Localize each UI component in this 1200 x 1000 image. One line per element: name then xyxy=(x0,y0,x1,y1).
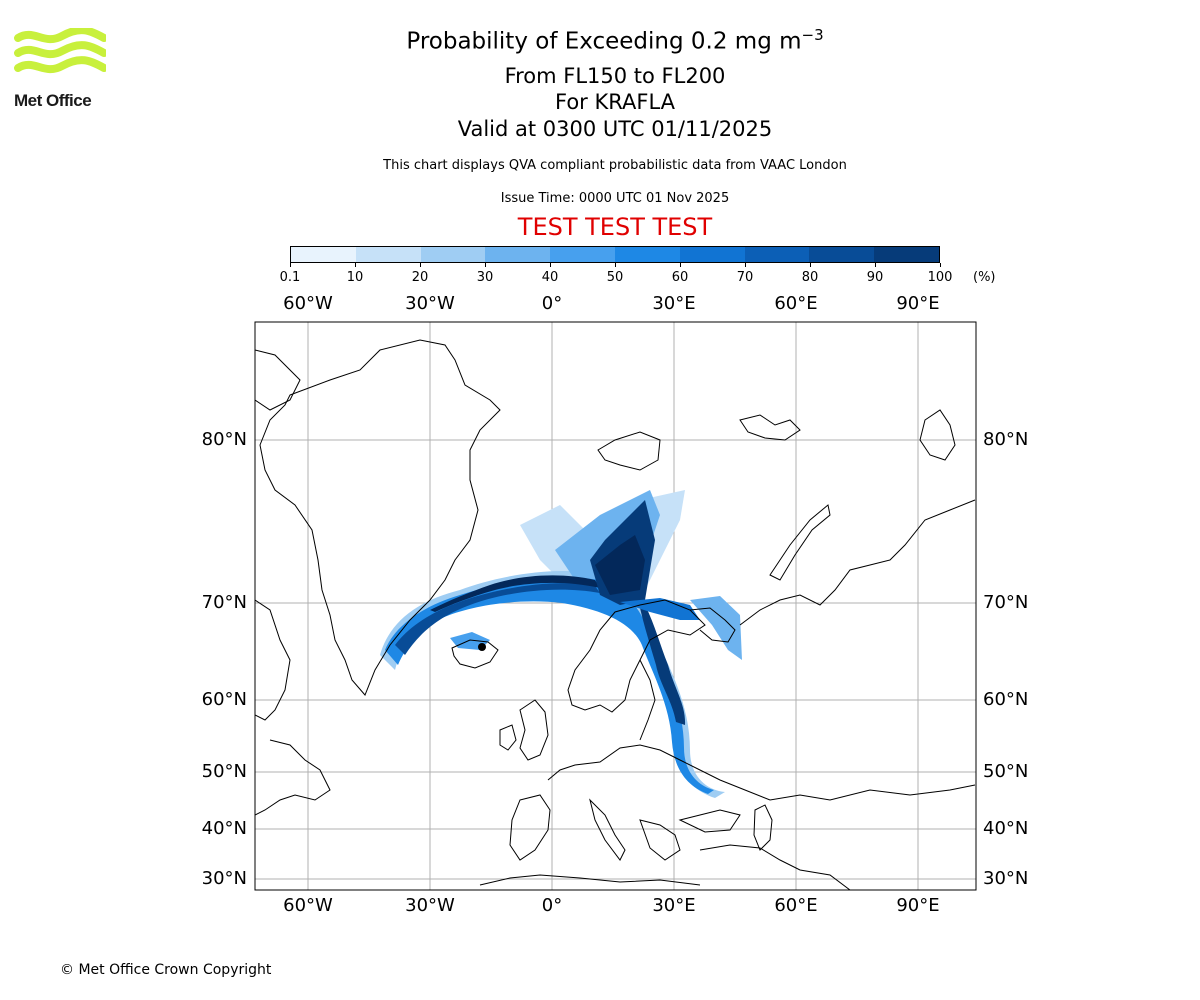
colorbar-tick-mark xyxy=(680,263,681,267)
colorbar-segment xyxy=(809,247,875,262)
latitude-label: 30°N xyxy=(983,868,1028,889)
colorbar-tick-label: 0.1 xyxy=(279,270,301,285)
colorbar-segment xyxy=(614,247,680,262)
met-office-waves-icon xyxy=(14,28,106,74)
latitude-label: 50°N xyxy=(983,761,1028,782)
copyright: © Met Office Crown Copyright xyxy=(60,962,272,978)
longitude-label: 30°E xyxy=(652,293,695,314)
colorbar-tick-label: 10 xyxy=(346,270,364,285)
colorbar-segment xyxy=(420,247,486,262)
longitude-label: 30°E xyxy=(652,895,695,916)
longitude-label: 60°E xyxy=(774,293,817,314)
colorbar-tick-mark xyxy=(615,263,616,267)
map-border xyxy=(254,321,977,891)
latitude-label: 60°N xyxy=(983,689,1028,710)
latitude-label: 30°N xyxy=(202,868,247,889)
longitude-label: 0° xyxy=(542,293,562,314)
colorbar-tick-label: 80 xyxy=(801,270,819,285)
latitude-label: 60°N xyxy=(202,689,247,710)
longitude-label: 60°W xyxy=(283,293,333,314)
title-superscript: −3 xyxy=(801,26,824,44)
description-text: This chart displays QVA compliant probab… xyxy=(383,158,847,173)
colorbar-tick-label: 20 xyxy=(411,270,429,285)
longitude-label: 90°E xyxy=(896,895,939,916)
colorbar-tick-mark xyxy=(420,263,421,267)
logo-text: Met Office xyxy=(14,91,92,110)
colorbar-tick-label: 100 xyxy=(927,270,953,285)
colorbar-segment xyxy=(744,247,810,262)
colorbar-unit: (%) xyxy=(973,270,996,285)
latitude-label: 50°N xyxy=(202,761,247,782)
colorbar-tick-mark xyxy=(875,263,876,267)
colorbar-tick-mark xyxy=(810,263,811,267)
longitude-label: 30°W xyxy=(405,293,455,314)
latitude-labels-right: 80°N 70°N 60°N 50°N 40°N 30°N xyxy=(983,429,1028,889)
colorbar-segment xyxy=(291,247,356,262)
longitude-labels-top: 60°W 30°W 0° 30°E 60°E 90°E xyxy=(283,293,939,314)
longitude-label: 90°E xyxy=(896,293,939,314)
latitude-label: 70°N xyxy=(202,592,247,613)
colorbar-tick-label: 60 xyxy=(671,270,689,285)
longitude-labels-bottom: 60°W 30°W 0° 30°E 60°E 90°E xyxy=(283,895,939,916)
colorbar-tick-mark xyxy=(290,263,291,267)
colorbar-segment xyxy=(679,247,745,262)
longitude-label: 60°E xyxy=(774,895,817,916)
colorbar-tick-label: 40 xyxy=(541,270,559,285)
valid-time-subtitle: Valid at 0300 UTC 01/11/2025 xyxy=(457,117,773,141)
colorbar-tick-label: 90 xyxy=(866,270,884,285)
issue-time: Issue Time: 0000 UTC 01 Nov 2025 xyxy=(500,191,730,206)
colorbar-segment xyxy=(355,247,421,262)
colorbar-tick-mark xyxy=(485,263,486,267)
colorbar-segment xyxy=(485,247,551,262)
latitude-label: 40°N xyxy=(983,818,1028,839)
latitude-label: 70°N xyxy=(983,592,1028,613)
latitude-label: 40°N xyxy=(202,818,247,839)
longitude-label: 30°W xyxy=(405,895,455,916)
flight-level-subtitle: From FL150 to FL200 xyxy=(504,64,726,88)
colorbar-tick-mark xyxy=(550,263,551,267)
title-text: Probability of Exceeding 0.2 mg m xyxy=(406,28,802,55)
latitude-label: 80°N xyxy=(983,429,1028,450)
met-office-logo: Met Office xyxy=(14,28,106,114)
colorbar xyxy=(290,246,940,263)
volcano-subtitle: For KRAFLA xyxy=(555,90,675,114)
colorbar-tick-mark xyxy=(940,263,941,267)
latitude-labels-left: 80°N 70°N 60°N 50°N 40°N 30°N xyxy=(202,429,247,889)
colorbar-tick-label: 50 xyxy=(606,270,624,285)
colorbar-segment xyxy=(550,247,615,262)
longitude-label: 60°W xyxy=(283,895,333,916)
colorbar-tick-label: 70 xyxy=(736,270,754,285)
coastlines xyxy=(255,339,976,890)
test-banner: TEST TEST TEST xyxy=(517,213,713,241)
colorbar-tick-mark xyxy=(355,263,356,267)
colorbar-tick-label: 30 xyxy=(476,270,494,285)
longitude-label: 0° xyxy=(542,895,562,916)
chart-title: Probability of Exceeding 0.2 mg m−3 xyxy=(300,26,930,55)
colorbar-segment xyxy=(874,247,939,262)
colorbar-tick-mark xyxy=(745,263,746,267)
latitude-label: 80°N xyxy=(202,429,247,450)
ash-probability-plume xyxy=(380,490,742,798)
volcano-marker[interactable] xyxy=(478,643,486,651)
